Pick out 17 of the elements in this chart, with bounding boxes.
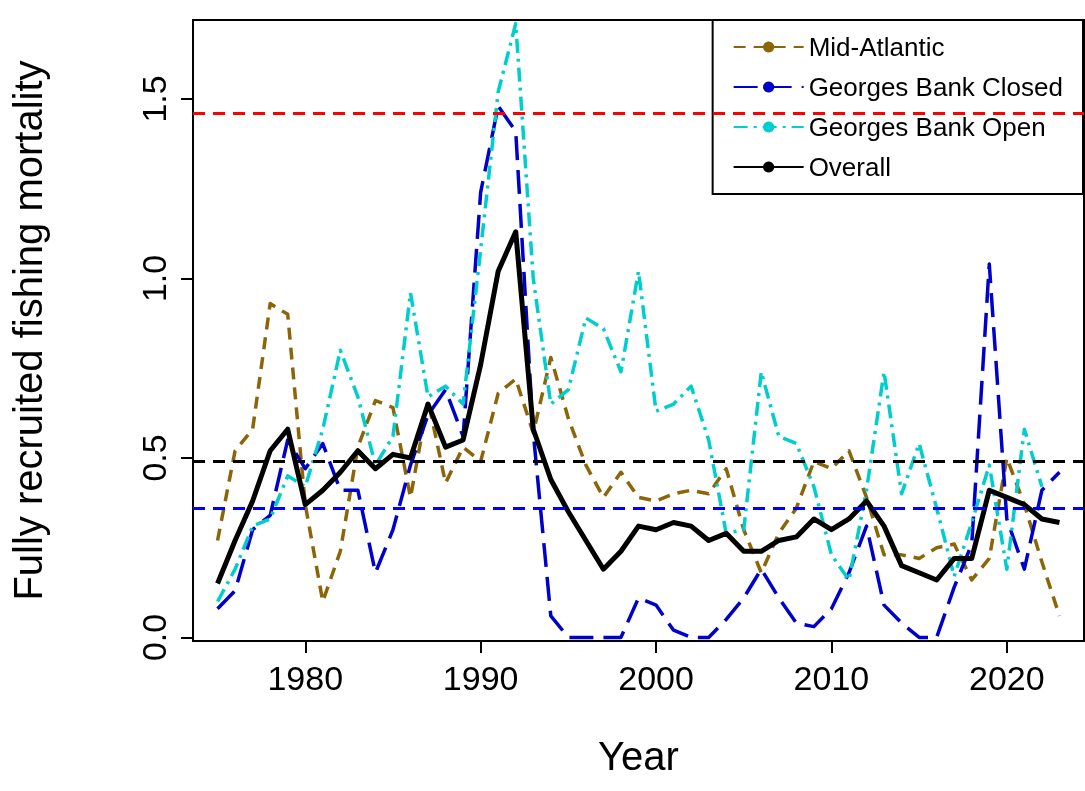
legend-label: Georges Bank Closed xyxy=(808,72,1064,102)
x-tick-label: 1980 xyxy=(267,659,344,697)
x-tick-label: 2000 xyxy=(618,659,694,697)
x-tick-label: 2010 xyxy=(793,659,870,697)
y-tick-label: 1.0 xyxy=(135,254,173,303)
x-tick-label: 1990 xyxy=(442,659,519,697)
x-tick-label: 2020 xyxy=(969,659,1045,697)
y-axis-title: Fully recruited fishing mortality xyxy=(6,60,50,601)
legend-label: Overall xyxy=(808,152,891,182)
y-tick-label: 0.5 xyxy=(135,434,173,482)
legend-label: Mid-Atlantic xyxy=(808,32,945,62)
y-tick-label: 0.0 xyxy=(135,613,173,662)
line-series xyxy=(215,104,1062,640)
x-axis-title: Year xyxy=(598,734,679,778)
line-series xyxy=(215,301,1062,618)
y-tick-label: 1.5 xyxy=(135,75,173,123)
legend-label: Georges Bank Open xyxy=(808,112,1046,142)
